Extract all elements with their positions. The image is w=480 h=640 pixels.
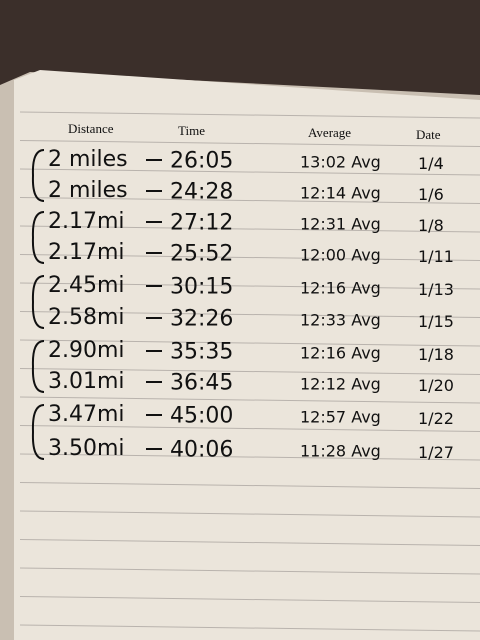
average: 12:33 Avg [300, 311, 381, 330]
rule-line [19, 111, 480, 119]
rule-line [19, 396, 480, 404]
time: 35:35 [170, 340, 233, 365]
distance: 2 miles [48, 147, 128, 172]
distance: 3.47mi [48, 402, 125, 427]
date: 1/11 [418, 247, 454, 266]
brace [31, 404, 45, 460]
rule-line [19, 624, 480, 632]
time: 26:05 [170, 149, 233, 174]
average: 12:12 Avg [300, 375, 381, 394]
rule-line [19, 311, 480, 318]
date: 1/27 [418, 443, 454, 462]
average: 12:16 Avg [300, 344, 381, 363]
time: 36:45 [170, 371, 233, 396]
average: 12:31 Avg [300, 215, 381, 234]
rule-line [19, 140, 480, 147]
distance: 2.17mi [48, 209, 125, 234]
date: 1/4 [418, 154, 444, 173]
distance: 2 miles [48, 178, 128, 203]
rule-line [19, 453, 480, 461]
distance: 2.90mi [48, 338, 125, 363]
date: 1/13 [418, 280, 454, 299]
distance: 3.50mi [48, 436, 125, 461]
average: 13:02 Avg [300, 153, 381, 172]
rule-line [19, 339, 480, 347]
date: 1/15 [418, 312, 454, 331]
column-header: Average [308, 125, 351, 140]
average: 12:14 Avg [300, 184, 381, 203]
rule-line [19, 539, 480, 546]
average: 12:57 Avg [300, 408, 381, 427]
brace [31, 149, 45, 202]
average: 12:00 Avg [300, 246, 381, 265]
column-header: Time [178, 123, 205, 138]
time: 25:52 [170, 242, 233, 267]
distance: 2.17mi [48, 240, 125, 265]
rule-line [19, 168, 480, 176]
time: 32:26 [170, 307, 233, 332]
average: 12:16 Avg [300, 279, 381, 298]
date: 1/20 [418, 376, 454, 395]
time: 27:12 [170, 211, 233, 236]
date: 1/6 [418, 185, 444, 204]
time: 45:00 [170, 404, 233, 429]
rule-line [19, 567, 480, 575]
rule-line [19, 254, 480, 261]
rule-line [19, 425, 480, 432]
date: 1/18 [418, 345, 454, 364]
ruled-lines [19, 111, 480, 632]
log-table: Distance Time Average Date 2 miles 26:05 13:02… [31, 121, 454, 463]
column-header: Date [416, 127, 441, 142]
distance: 2.58mi [48, 305, 125, 330]
time: 40:06 [170, 438, 233, 463]
rule-line [19, 282, 480, 290]
brace [31, 211, 45, 264]
date: 1/22 [418, 409, 454, 428]
page [14, 70, 480, 640]
brace [31, 275, 45, 329]
date: 1/8 [418, 216, 444, 235]
rule-line [19, 482, 480, 489]
column-header: Distance [68, 121, 114, 136]
time: 24:28 [170, 180, 233, 205]
rule-line [19, 596, 480, 603]
distance: 2.45mi [48, 273, 125, 298]
rule-line [19, 510, 480, 518]
rule-line [19, 197, 480, 204]
time: 30:15 [170, 275, 233, 300]
average: 11:28 Avg [300, 442, 381, 461]
rule-line [19, 368, 480, 375]
brace [31, 340, 45, 393]
rule-line [19, 225, 480, 233]
distance: 3.01mi [48, 369, 125, 394]
